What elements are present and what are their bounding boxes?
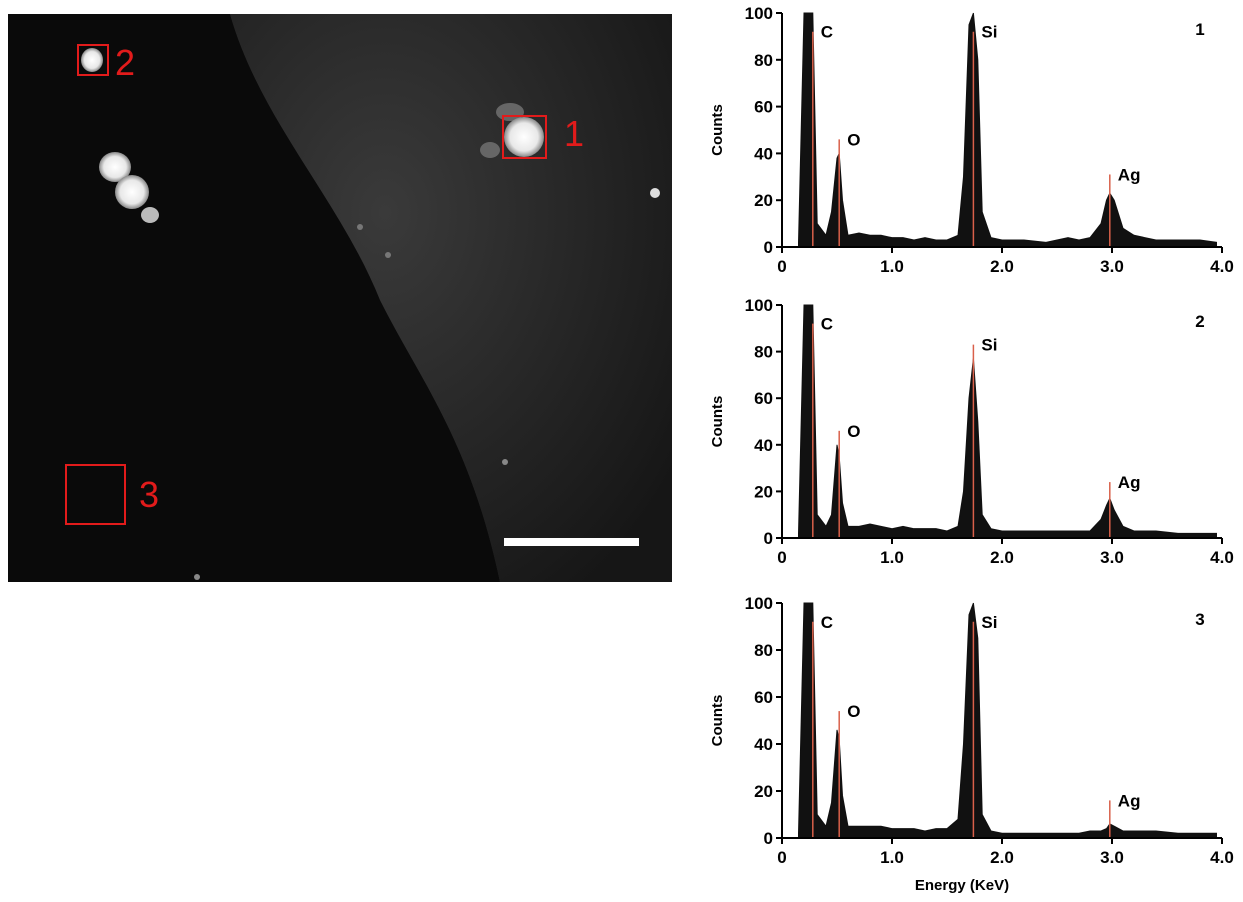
y-tick-label: 0 (764, 529, 773, 548)
x-tick-label: 3.0 (1100, 257, 1124, 276)
particle (385, 252, 391, 258)
particle (502, 459, 508, 465)
peak-label: Ag (1118, 165, 1141, 184)
peak-label: O (847, 702, 860, 721)
y-tick-label: 0 (764, 238, 773, 257)
x-tick-label: 2.0 (990, 848, 1014, 867)
peak-label: Ag (1118, 473, 1141, 492)
particle (194, 574, 200, 580)
x-tick-label: 2.0 (990, 257, 1014, 276)
y-tick-label: 100 (745, 4, 773, 23)
peak-label: O (847, 130, 860, 149)
panel-label: 2 (1195, 312, 1204, 331)
panel-label: 3 (1195, 610, 1204, 629)
y-tick-label: 40 (754, 144, 773, 163)
peak-label: Si (981, 23, 997, 42)
peak-label: Ag (1118, 791, 1141, 810)
y-axis-label: Counts (709, 104, 726, 156)
scale-bar (504, 538, 639, 546)
x-tick-label: 3.0 (1100, 848, 1124, 867)
micrograph: 1 2 3 (8, 14, 672, 582)
panel-label: 1 (1195, 20, 1204, 39)
x-tick-label: 2.0 (990, 548, 1014, 567)
x-tick-label: 0 (777, 548, 786, 567)
y-tick-label: 80 (754, 343, 773, 362)
y-tick-label: 0 (764, 829, 773, 848)
x-tick-label: 4.0 (1210, 848, 1234, 867)
particle (357, 224, 363, 230)
y-tick-label: 100 (745, 296, 773, 315)
y-tick-label: 60 (754, 98, 773, 117)
region-box (77, 44, 109, 76)
region-label: 3 (139, 474, 159, 515)
x-tick-label: 4.0 (1210, 548, 1234, 567)
peak-label: Si (981, 336, 997, 355)
particle (141, 207, 159, 223)
x-tick-label: 3.0 (1100, 548, 1124, 567)
y-tick-label: 80 (754, 51, 773, 70)
spectrum (798, 12, 1217, 248)
particle (480, 142, 500, 158)
x-axis-label: Energy (KeV) (915, 877, 1009, 894)
particle (504, 117, 544, 157)
region-label: 2 (115, 42, 135, 83)
y-axis-label: Counts (709, 396, 726, 448)
peak-label: C (821, 23, 833, 42)
region-box (65, 464, 126, 525)
region-label: 1 (564, 113, 584, 154)
spectrum (798, 602, 1217, 839)
y-tick-label: 20 (754, 482, 773, 501)
light-region (230, 14, 672, 582)
y-tick-label: 40 (754, 735, 773, 754)
y-tick-label: 100 (745, 594, 773, 613)
x-tick-label: 1.0 (880, 548, 904, 567)
x-tick-label: 4.0 (1210, 257, 1234, 276)
particle (115, 175, 149, 209)
particle (99, 152, 131, 182)
y-axis-label: Counts (709, 695, 726, 747)
peak-label: O (847, 422, 860, 441)
y-tick-label: 60 (754, 688, 773, 707)
spectrum (798, 304, 1217, 539)
dark-region (8, 14, 500, 582)
peak-label: Si (981, 613, 997, 632)
x-tick-label: 0 (777, 848, 786, 867)
y-tick-label: 80 (754, 641, 773, 660)
x-tick-label: 1.0 (880, 257, 904, 276)
peak-label: C (821, 315, 833, 334)
peak-label: C (821, 613, 833, 632)
particle (81, 48, 103, 72)
x-tick-label: 0 (777, 257, 786, 276)
particle (650, 188, 660, 198)
y-tick-label: 20 (754, 782, 773, 801)
y-tick-label: 40 (754, 436, 773, 455)
x-tick-label: 1.0 (880, 848, 904, 867)
region-box (502, 115, 547, 159)
y-tick-label: 20 (754, 191, 773, 210)
y-tick-label: 60 (754, 389, 773, 408)
